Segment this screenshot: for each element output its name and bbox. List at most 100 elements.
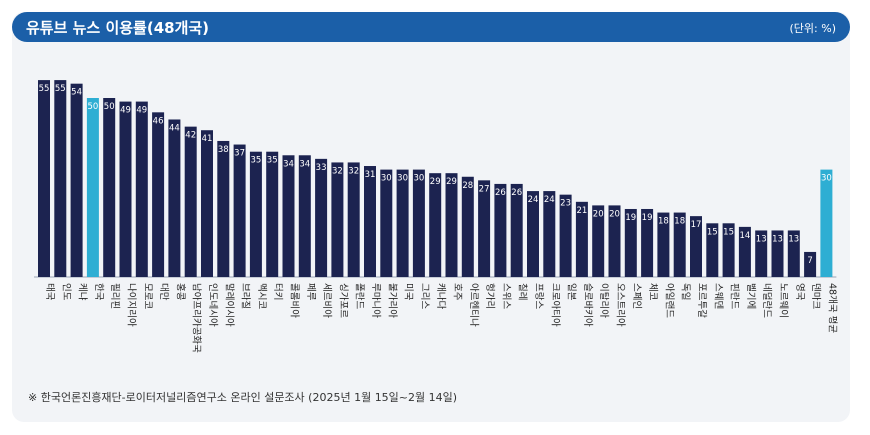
bar-22 (380, 169, 393, 277)
bar-27 (461, 176, 474, 277)
value-label: 15 (707, 227, 718, 237)
bar-1 (38, 80, 50, 277)
value-label: 15 (723, 227, 734, 237)
category-label: 스웨덴 (712, 283, 724, 309)
category-label: 터키 (272, 283, 283, 300)
bar-6 (119, 101, 132, 277)
value-label: 31 (365, 170, 376, 180)
bar-12 (217, 140, 230, 277)
category-label: 인도네시아 (207, 283, 218, 327)
category-label: 노르웨이 (778, 283, 790, 318)
bar-15 (266, 151, 279, 277)
value-label: 50 (104, 102, 115, 112)
category-label: 헝가리 (484, 283, 495, 309)
bar-20 (347, 162, 360, 277)
bar-21 (364, 166, 376, 277)
bar-24 (412, 169, 425, 277)
value-label: 33 (316, 163, 327, 173)
title-bar: 유튜브 뉴스 이용률(48개국) (단위: %) (12, 12, 850, 42)
category-label: 대만 (158, 283, 169, 301)
value-label: 34 (299, 159, 310, 169)
value-label: 35 (250, 156, 261, 166)
bar-26 (445, 173, 458, 277)
category-label: 아르헨티나 (468, 283, 480, 327)
bar-46 (771, 230, 784, 277)
category-label: 벨기에 (745, 283, 756, 309)
category-label: 칠레 (517, 283, 528, 300)
bar-19 (331, 162, 344, 277)
value-label: 49 (136, 106, 147, 116)
category-label: 모로코 (142, 283, 153, 309)
value-label: 41 (202, 134, 213, 144)
bar-35 (592, 205, 605, 277)
bar-18 (315, 158, 328, 277)
category-label: 멕시코 (256, 283, 267, 309)
bar-9 (168, 119, 181, 277)
value-label: 18 (658, 217, 669, 227)
value-label: 20 (609, 209, 620, 219)
value-label: 35 (267, 156, 278, 166)
chart-panel: 유튜브 뉴스 이용률(48개국) (단위: %) (12, 12, 850, 422)
bar-33 (559, 194, 572, 277)
value-label: 44 (169, 123, 180, 133)
bar-13 (233, 144, 246, 277)
value-label: 49 (120, 106, 131, 116)
bar-44 (738, 226, 751, 277)
category-label: 48개국 평균 (826, 283, 837, 333)
category-label: 싱가포르 (337, 283, 348, 318)
bar-37 (624, 208, 637, 277)
category-label: 한국 (93, 283, 104, 301)
value-label: 26 (511, 188, 522, 198)
value-label: 55 (55, 84, 66, 94)
bar-23 (396, 169, 409, 277)
bar-4 (86, 98, 99, 277)
value-label: 30 (397, 174, 408, 184)
category-label: 독일 (680, 283, 691, 300)
value-label: 13 (772, 234, 783, 244)
category-label: 스위스 (500, 283, 512, 309)
category-label: 일본 (566, 283, 577, 301)
bar-2 (54, 80, 67, 277)
category-label: 미국 (403, 283, 414, 301)
bar-48 (804, 251, 817, 277)
bar-8 (152, 112, 165, 277)
category-label: 케냐 (77, 283, 88, 301)
value-label: 29 (430, 177, 441, 187)
value-label: 13 (756, 234, 767, 244)
bar-36 (608, 205, 621, 277)
category-label: 오스트리아 (615, 283, 626, 327)
bar-47 (787, 230, 800, 277)
category-label: 스페인 (631, 283, 642, 309)
bar-10 (184, 126, 197, 277)
value-label: 24 (528, 195, 539, 205)
value-label: 30 (821, 174, 832, 184)
value-label: 46 (153, 116, 164, 126)
category-label: 크로아티아 (549, 283, 560, 327)
category-label: 프랑스 (533, 283, 545, 309)
bar-34 (575, 201, 588, 277)
category-label: 영국 (794, 283, 805, 301)
category-label: 이탈리아 (598, 283, 610, 318)
bar-31 (527, 191, 539, 277)
value-label: 37 (234, 149, 245, 159)
category-label: 폴란드 (354, 283, 366, 309)
category-label: 남아프리카공화국 (191, 283, 202, 353)
bar-39 (657, 212, 670, 277)
value-label: 19 (642, 213, 653, 223)
unit-label: (단위: %) (789, 22, 836, 35)
value-label: 24 (544, 195, 555, 205)
bar-49 (820, 169, 833, 277)
value-label: 23 (560, 199, 571, 209)
value-label: 38 (218, 145, 229, 155)
bar-3 (70, 83, 83, 278)
value-label: 30 (381, 174, 392, 184)
bar-45 (755, 230, 768, 277)
bar-40 (673, 212, 686, 277)
category-label: 핀란드 (729, 283, 741, 309)
bar-43 (722, 223, 735, 277)
category-label: 포르투갈 (696, 283, 708, 318)
bar-38 (641, 208, 654, 277)
category-label: 브라질 (240, 283, 252, 309)
value-label: 34 (283, 159, 294, 169)
bar-42 (706, 223, 719, 277)
